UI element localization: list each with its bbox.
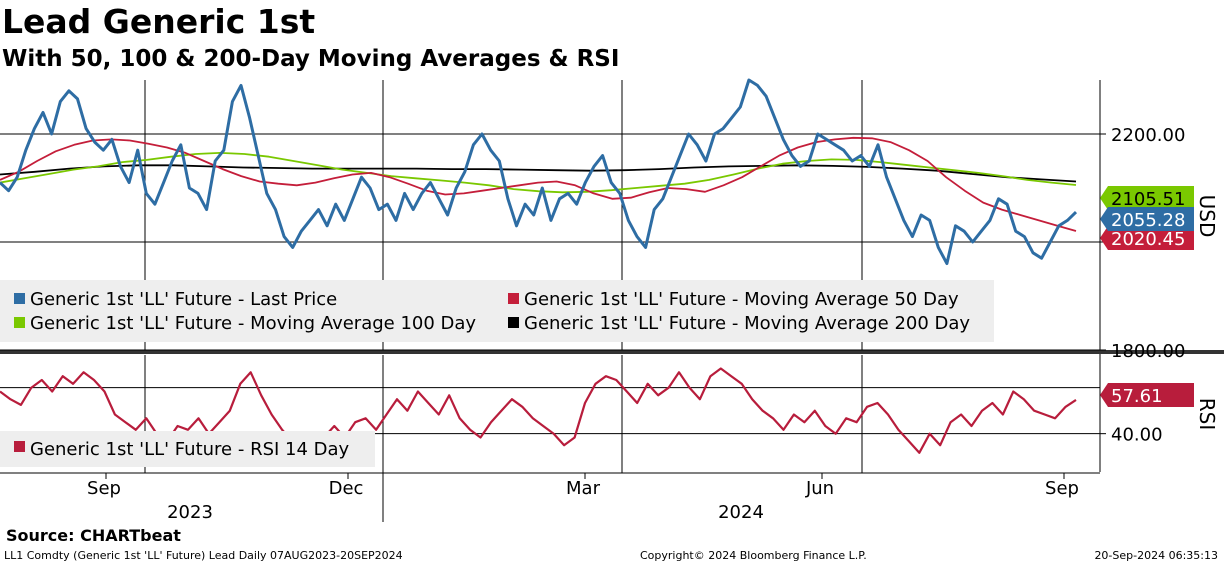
x-tick-label: Sep [87, 478, 121, 499]
legend-swatch [14, 317, 25, 328]
ma100-last-value: 2105.51 [1111, 189, 1185, 210]
chart-title: Lead Generic 1st [2, 2, 316, 41]
legend-swatch [14, 441, 25, 452]
ma50-line [0, 136, 1077, 232]
footer-ticker-info: LL1 Comdty (Generic 1st 'LL' Future) Lea… [4, 549, 403, 562]
year-label: 2024 [718, 502, 764, 523]
legend-swatch [14, 293, 25, 304]
x-tick-label: Mar [566, 478, 601, 499]
ma50-last-value: 2020.45 [1111, 229, 1185, 250]
source-note: Source: CHARTbeat [6, 526, 181, 545]
footer-copyright: Copyright© 2024 Bloomberg Finance L.P. [640, 549, 867, 562]
legend-label: Generic 1st 'LL' Future - Moving Average… [30, 313, 476, 334]
last-price-last-value: 2055.28 [1111, 210, 1185, 231]
legend-swatch [508, 293, 519, 304]
rsi-last-tag [1100, 383, 1194, 407]
legend-label: Generic 1st 'LL' Future - RSI 14 Day [30, 439, 350, 460]
rsi-last-value: 57.61 [1111, 386, 1163, 407]
year-label: 2023 [167, 502, 213, 523]
rsi-tick-label: 40.00 [1111, 425, 1163, 446]
ma50-last-tag [1100, 226, 1194, 250]
x-tick-label: Sep [1045, 478, 1079, 499]
ma100-last-tag [1100, 186, 1194, 210]
rsi-line [0, 367, 1077, 462]
y-tick-label: 2200.00 [1111, 125, 1185, 146]
rsi-axis-title: RSI [1195, 398, 1219, 431]
x-tick-label: Dec [329, 478, 364, 499]
y-axis-title: USD [1195, 195, 1219, 238]
legend-label: Generic 1st 'LL' Future - Moving Average… [524, 289, 959, 310]
legend-label: Generic 1st 'LL' Future - Moving Average… [524, 313, 970, 334]
x-tick-label: Jun [805, 478, 834, 499]
ma100-line [0, 151, 1077, 194]
y-tick-label: 1800.00 [1111, 341, 1185, 362]
legend-label: Generic 1st 'LL' Future - Last Price [30, 289, 337, 310]
last-price-line [0, 78, 1078, 266]
price-legend-box [0, 280, 994, 342]
last-price-last-tag [1100, 207, 1194, 231]
footer-timestamp: 20-Sep-2024 06:35:13 [1094, 549, 1218, 562]
rsi-legend-box [0, 431, 375, 467]
chart-subtitle: With 50, 100 & 200-Day Moving Averages &… [2, 46, 620, 72]
legend-swatch [508, 317, 519, 328]
ma200-line [0, 164, 1077, 183]
